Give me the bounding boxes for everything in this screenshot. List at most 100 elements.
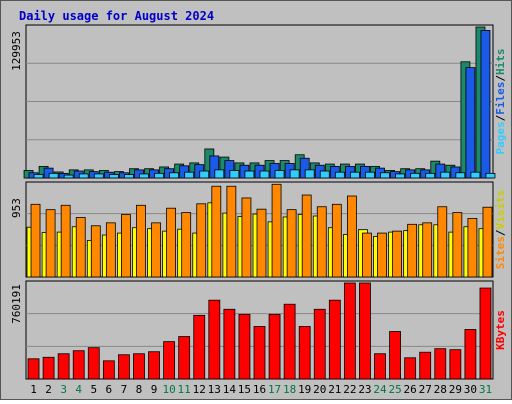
bar-kbytes-day-4 xyxy=(72,350,85,380)
x-tick-day-6: 6 xyxy=(106,383,113,396)
bar-kbytes-day-12 xyxy=(193,314,206,380)
bar-sites-day-7 xyxy=(121,214,131,278)
bar-kbytes-day-1 xyxy=(27,358,40,380)
x-tick-day-9: 9 xyxy=(151,383,158,396)
legend-sites: Sites xyxy=(494,236,507,269)
bar-pages-day-9 xyxy=(154,172,164,179)
bar-kbytes-day-10 xyxy=(163,341,176,380)
bar-kbytes-day-31 xyxy=(479,287,492,380)
x-tick-day-20: 20 xyxy=(313,383,326,396)
bar-pages-day-17 xyxy=(274,170,285,179)
bar-kbytes-day-6 xyxy=(102,360,115,380)
x-tick-day-22: 22 xyxy=(343,383,356,396)
bar-kbytes-day-14 xyxy=(223,308,236,380)
bar-sites-day-28 xyxy=(437,206,448,278)
x-tick-day-11: 11 xyxy=(178,383,191,396)
bar-files-day-31 xyxy=(480,30,491,179)
bar-pages-day-1 xyxy=(33,174,44,179)
bar-sites-day-22 xyxy=(346,195,357,278)
x-tick-day-17: 17 xyxy=(268,383,281,396)
x-tick-day-29: 29 xyxy=(449,383,462,396)
bar-sites-day-23 xyxy=(362,232,372,278)
bar-pages-day-15 xyxy=(244,170,255,179)
bar-pages-day-26 xyxy=(410,172,421,179)
y-max-tick-label: 129953 xyxy=(10,31,23,71)
bar-sites-day-3 xyxy=(60,204,71,278)
legend-separator: / xyxy=(494,75,507,82)
bar-kbytes-day-28 xyxy=(434,348,447,380)
x-tick-day-16: 16 xyxy=(253,383,266,396)
bar-sites-day-20 xyxy=(316,206,327,278)
bar-pages-day-29 xyxy=(455,172,466,179)
bar-sites-day-29 xyxy=(452,212,463,278)
bar-kbytes-day-9 xyxy=(148,351,160,380)
bar-kbytes-day-25 xyxy=(389,331,401,380)
bar-kbytes-day-17 xyxy=(268,313,281,380)
bar-kbytes-day-16 xyxy=(253,326,266,380)
bar-pages-day-31 xyxy=(485,172,496,179)
legend-visits: Visits xyxy=(494,190,507,230)
legend-kbytes: KBytes xyxy=(494,310,507,350)
bar-pages-day-10 xyxy=(169,172,180,179)
bar-sites-day-26 xyxy=(407,223,418,278)
x-tick-day-23: 23 xyxy=(358,383,371,396)
x-tick-day-8: 8 xyxy=(136,383,143,396)
x-tick-day-13: 13 xyxy=(208,383,221,396)
bar-kbytes-day-24 xyxy=(374,353,386,380)
bar-kbytes-day-29 xyxy=(449,349,462,380)
legend-separator: / xyxy=(494,229,507,236)
bar-pages-day-18 xyxy=(289,169,300,179)
bar-pages-day-8 xyxy=(139,173,149,179)
x-tick-day-1: 1 xyxy=(30,383,37,396)
x-tick-day-7: 7 xyxy=(121,383,128,396)
x-tick-day-19: 19 xyxy=(298,383,311,396)
x-tick-day-4: 4 xyxy=(75,383,82,396)
bar-pages-day-20 xyxy=(319,170,330,179)
x-tick-day-25: 25 xyxy=(388,383,401,396)
bar-pages-day-2 xyxy=(48,172,59,179)
bar-files-day-14 xyxy=(224,160,235,179)
bar-sites-day-21 xyxy=(331,203,342,278)
x-tick-day-2: 2 xyxy=(45,383,52,396)
bar-pages-day-16 xyxy=(259,170,270,179)
bar-pages-day-21 xyxy=(334,171,345,179)
x-tick-day-3: 3 xyxy=(60,383,67,396)
bar-sites-day-8 xyxy=(136,204,146,278)
x-tick-day-30: 30 xyxy=(464,383,477,396)
bar-sites-day-31 xyxy=(482,206,493,278)
side-legend-requests: Pages/Files/Hits xyxy=(494,49,507,155)
x-tick-day-14: 14 xyxy=(223,383,237,396)
x-tick-day-12: 12 xyxy=(193,383,206,396)
bar-pages-day-30 xyxy=(470,171,481,179)
bar-sites-day-15 xyxy=(241,197,252,278)
bar-kbytes-day-30 xyxy=(464,329,477,380)
bar-pages-day-7 xyxy=(124,174,134,179)
side-legend-kbytes: KBytes xyxy=(494,310,507,350)
bar-sites-day-10 xyxy=(166,207,177,278)
bar-files-day-19 xyxy=(299,157,310,179)
bar-sites-day-4 xyxy=(75,217,86,278)
bar-sites-day-16 xyxy=(256,208,267,278)
bar-kbytes-day-8 xyxy=(133,353,145,380)
side-legend-visitors: Sites/Visits xyxy=(494,190,507,270)
bar-sites-day-14 xyxy=(226,185,237,278)
bar-sites-day-30 xyxy=(467,218,478,278)
bar-kbytes-day-23 xyxy=(359,282,371,380)
y-max-tick-label: 760191 xyxy=(10,284,23,324)
bar-kbytes-day-19 xyxy=(298,326,311,380)
bar-pages-day-28 xyxy=(440,171,451,179)
bar-sites-day-12 xyxy=(196,203,207,278)
bar-pages-day-11 xyxy=(184,171,195,179)
x-tick-day-26: 26 xyxy=(404,383,417,396)
x-tick-day-18: 18 xyxy=(283,383,296,396)
x-tick-day-10: 10 xyxy=(162,383,175,396)
bar-sites-day-25 xyxy=(392,230,402,278)
y-max-tick-label: 953 xyxy=(10,198,23,218)
bar-kbytes-day-22 xyxy=(343,282,356,380)
bar-sites-day-2 xyxy=(45,209,56,278)
bar-files-day-28 xyxy=(435,163,446,179)
panel-visitors: 953 Sites/Visits xyxy=(10,181,507,278)
bar-sites-day-1 xyxy=(30,203,41,278)
